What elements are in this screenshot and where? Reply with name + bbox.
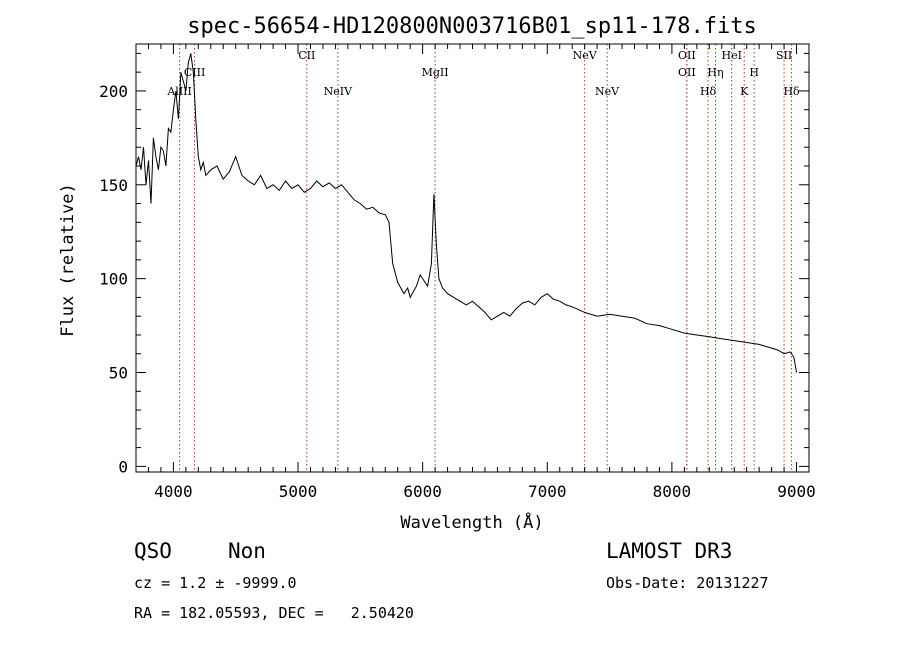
spectral-line-label: Hδ — [700, 85, 717, 98]
spectral-line-label: HeI — [722, 49, 742, 62]
spectral-line-label: NeV — [595, 85, 620, 98]
spectral-line-label: OII — [678, 49, 696, 62]
spectral-line-label: CIII — [184, 66, 205, 79]
y-axis-label: Flux (relative) — [58, 183, 78, 337]
object-subclass: Non — [228, 539, 266, 563]
x-tick-label: 9000 — [777, 482, 816, 501]
spectrum-line — [135, 53, 797, 373]
spectral-line-label: SII — [776, 49, 792, 62]
x-tick-label: 4000 — [154, 482, 193, 501]
y-axis-ticks: 0 50 100 150 200 — [99, 52, 809, 476]
object-class: QSO — [134, 539, 172, 563]
spectral-line-label: OII — [678, 66, 696, 79]
y-tick-label: 100 — [99, 270, 128, 289]
survey-name: LAMOST DR3 — [606, 539, 733, 563]
x-tick-label: 5000 — [279, 482, 318, 501]
spectral-line-label: K — [740, 85, 749, 98]
y-tick-label: 0 — [118, 457, 128, 476]
spectral-line-labels: AlIII CIII CII NeIV MgII NeV NeV OII OII Hδ Hη HeI K… — [166, 49, 800, 98]
spectral-line-label: NeIV — [324, 85, 353, 98]
spectral-line-label: Hη — [707, 66, 723, 79]
spectral-line-label: AlIII — [166, 85, 192, 98]
coordinates: RA = 182.05593, DEC = 2.50420 — [134, 604, 414, 622]
x-tick-label: 6000 — [403, 482, 442, 501]
spectral-line-label: NeV — [573, 49, 598, 62]
spectral-line-label: H — [749, 66, 759, 79]
y-tick-label: 150 — [99, 176, 128, 195]
spectral-line-label: MgII — [422, 66, 449, 79]
spectral-line-label: CII — [298, 49, 315, 62]
x-axis-label: Wavelength (Å) — [400, 511, 543, 533]
redshift-value: cz = 1.2 ± -9999.0 — [134, 574, 297, 592]
x-tick-label: 8000 — [653, 482, 692, 501]
spectral-line-label: Hδ — [783, 85, 800, 98]
spectral-line-markers — [179, 44, 793, 472]
chart-title: spec-56654-HD120800N003716B01_sp11-178.f… — [187, 14, 757, 39]
y-tick-label: 50 — [109, 364, 128, 383]
x-axis-ticks: 4000 5000 6000 7000 8000 9000 — [147, 44, 816, 501]
x-tick-label: 7000 — [528, 482, 567, 501]
y-tick-label: 200 — [99, 82, 128, 101]
observation-date: Obs-Date: 20131227 — [606, 574, 769, 592]
